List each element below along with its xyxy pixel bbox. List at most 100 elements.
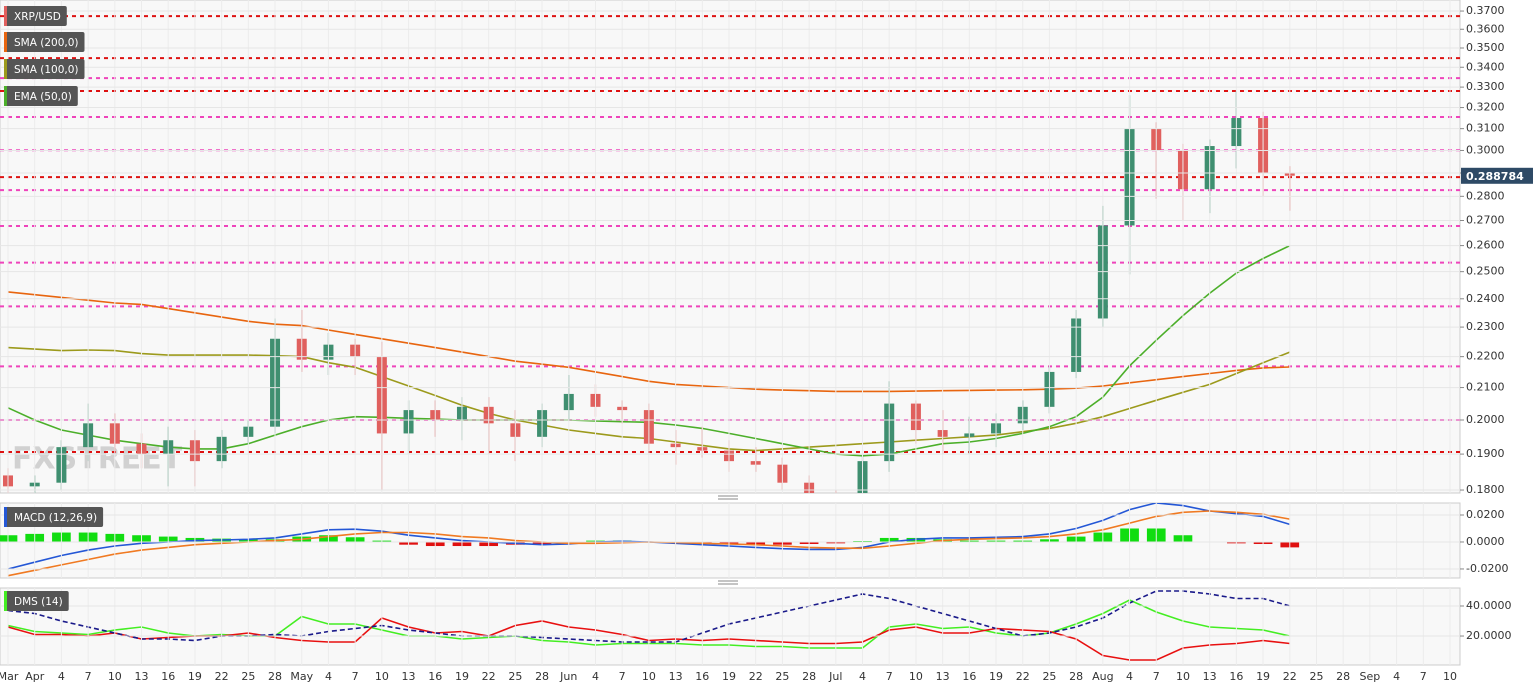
y-tick-label: 0.3600 [1466, 22, 1505, 35]
x-tick-label: 19 [722, 670, 736, 683]
x-tick-label: 16 [428, 670, 442, 683]
x-tick-label: 28 [1336, 670, 1350, 683]
x-tick-label: May [290, 670, 313, 683]
x-tick-label: 10 [642, 670, 656, 683]
y-tick-label: 0.3500 [1466, 41, 1505, 54]
x-tick-label: Mar [0, 670, 19, 683]
legend-box [4, 591, 69, 611]
x-tick-label: 10 [909, 670, 923, 683]
watermark: FXSTREET [12, 442, 183, 477]
x-tick-label: 28 [1069, 670, 1083, 683]
x-tick-label: 7 [619, 670, 626, 683]
x-tick-label: 16 [161, 670, 175, 683]
y-tick-label: 0.1900 [1466, 447, 1505, 460]
legend-label: SMA (100,0) [14, 64, 79, 76]
x-tick-label: 25 [775, 670, 789, 683]
x-tick-label: 22 [1016, 670, 1030, 683]
legend-box [4, 59, 85, 79]
histogram-bar [0, 535, 18, 542]
legend-label: EMA (50,0) [14, 91, 72, 103]
y-tick-label: 0.2500 [1466, 265, 1505, 278]
x-tick-label: 22 [215, 670, 229, 683]
legend-box [4, 32, 85, 52]
x-tick-label: 19 [455, 670, 469, 683]
y-tick-label: 0.2000 [1466, 413, 1505, 426]
legend-box [4, 507, 104, 527]
x-tick-label: 28 [802, 670, 816, 683]
x-tick-label: 22 [749, 670, 763, 683]
y-tick-label: 0.2600 [1466, 239, 1505, 252]
x-tick-label: 4 [1126, 670, 1133, 683]
x-tick-label: 7 [352, 670, 359, 683]
x-tick-label: 4 [325, 670, 332, 683]
y-tick-label: 0.0000 [1466, 535, 1505, 548]
x-tick-label: 7 [886, 670, 893, 683]
panel-handle[interactable] [718, 495, 738, 500]
x-tick-label: 19 [1256, 670, 1270, 683]
x-tick-label: 10 [1443, 670, 1457, 683]
y-tick-label: 0.3000 [1466, 143, 1505, 156]
x-tick-label: 19 [188, 670, 202, 683]
x-tick-label: 25 [1042, 670, 1056, 683]
legend-label: DMS (14) [14, 596, 63, 608]
legend-swatch [4, 32, 7, 52]
x-tick-label: 19 [989, 670, 1003, 683]
x-tick-label: 7 [85, 670, 92, 683]
y-tick-label: 0.2700 [1466, 214, 1505, 227]
x-tick-label: Jul [828, 670, 842, 683]
y-tick-label: 0.2800 [1466, 189, 1505, 202]
x-tick-label: Jun [559, 670, 577, 683]
x-tick-label: 10 [1176, 670, 1190, 683]
y-tick-label: 0.3700 [1466, 4, 1505, 17]
x-tick-label: 16 [1229, 670, 1243, 683]
legend-swatch [4, 59, 7, 79]
x-tick-label: 4 [1393, 670, 1400, 683]
legend-swatch [4, 591, 7, 611]
price-tag-label: 0.288784 [1466, 170, 1524, 183]
x-tick-label: Sep [1360, 670, 1381, 683]
x-tick-label: 22 [1283, 670, 1297, 683]
x-tick-label: 7 [1420, 670, 1427, 683]
dms-panel [0, 587, 1461, 666]
x-tick-label: 4 [592, 670, 599, 683]
y-tick-label: 0.3100 [1466, 122, 1505, 135]
x-tick-label: 13 [936, 670, 950, 683]
y-tick-label: 0.3200 [1466, 101, 1505, 114]
y-tick-label: 0.3400 [1466, 60, 1505, 73]
x-tick-label: 16 [695, 670, 709, 683]
y-tick-label: 40.0000 [1466, 599, 1512, 612]
legend-box [4, 6, 67, 26]
x-tick-label: 25 [508, 670, 522, 683]
x-tick-label: Aug [1092, 670, 1113, 683]
legend-swatch [4, 86, 7, 106]
legend-swatch [4, 507, 7, 527]
x-tick-label: 25 [1309, 670, 1323, 683]
x-tick-label: 13 [1203, 670, 1217, 683]
x-tick-label: 13 [402, 670, 416, 683]
price-tag [1461, 167, 1533, 184]
panel-handle[interactable] [718, 580, 738, 585]
x-tick-label: 22 [482, 670, 496, 683]
y-tick-label: 0.2300 [1466, 320, 1505, 333]
x-tick-label: 28 [535, 670, 549, 683]
legend-label: SMA (200,0) [14, 37, 79, 49]
legend-box [4, 86, 78, 106]
y-tick-label: 0.0200 [1466, 508, 1505, 521]
x-tick-label: 25 [241, 670, 255, 683]
y-tick-label: 0.2200 [1466, 350, 1505, 363]
legend-label: MACD (12,26,9) [14, 512, 97, 524]
y-tick-label: 0.2400 [1466, 292, 1505, 305]
x-tick-label: 28 [268, 670, 282, 683]
y-tick-label: 0.3300 [1466, 80, 1505, 93]
x-tick-label: 4 [58, 670, 65, 683]
y-tick-label: -0.0200 [1466, 562, 1508, 575]
price-panel [0, 0, 1461, 494]
candle-body [831, 497, 841, 501]
x-tick-label: 10 [375, 670, 389, 683]
x-tick-label: 7 [1153, 670, 1160, 683]
y-tick-label: 0.1800 [1466, 483, 1505, 496]
legend-swatch [4, 6, 7, 26]
x-tick-label: 4 [859, 670, 866, 683]
x-tick-label: 13 [135, 670, 149, 683]
